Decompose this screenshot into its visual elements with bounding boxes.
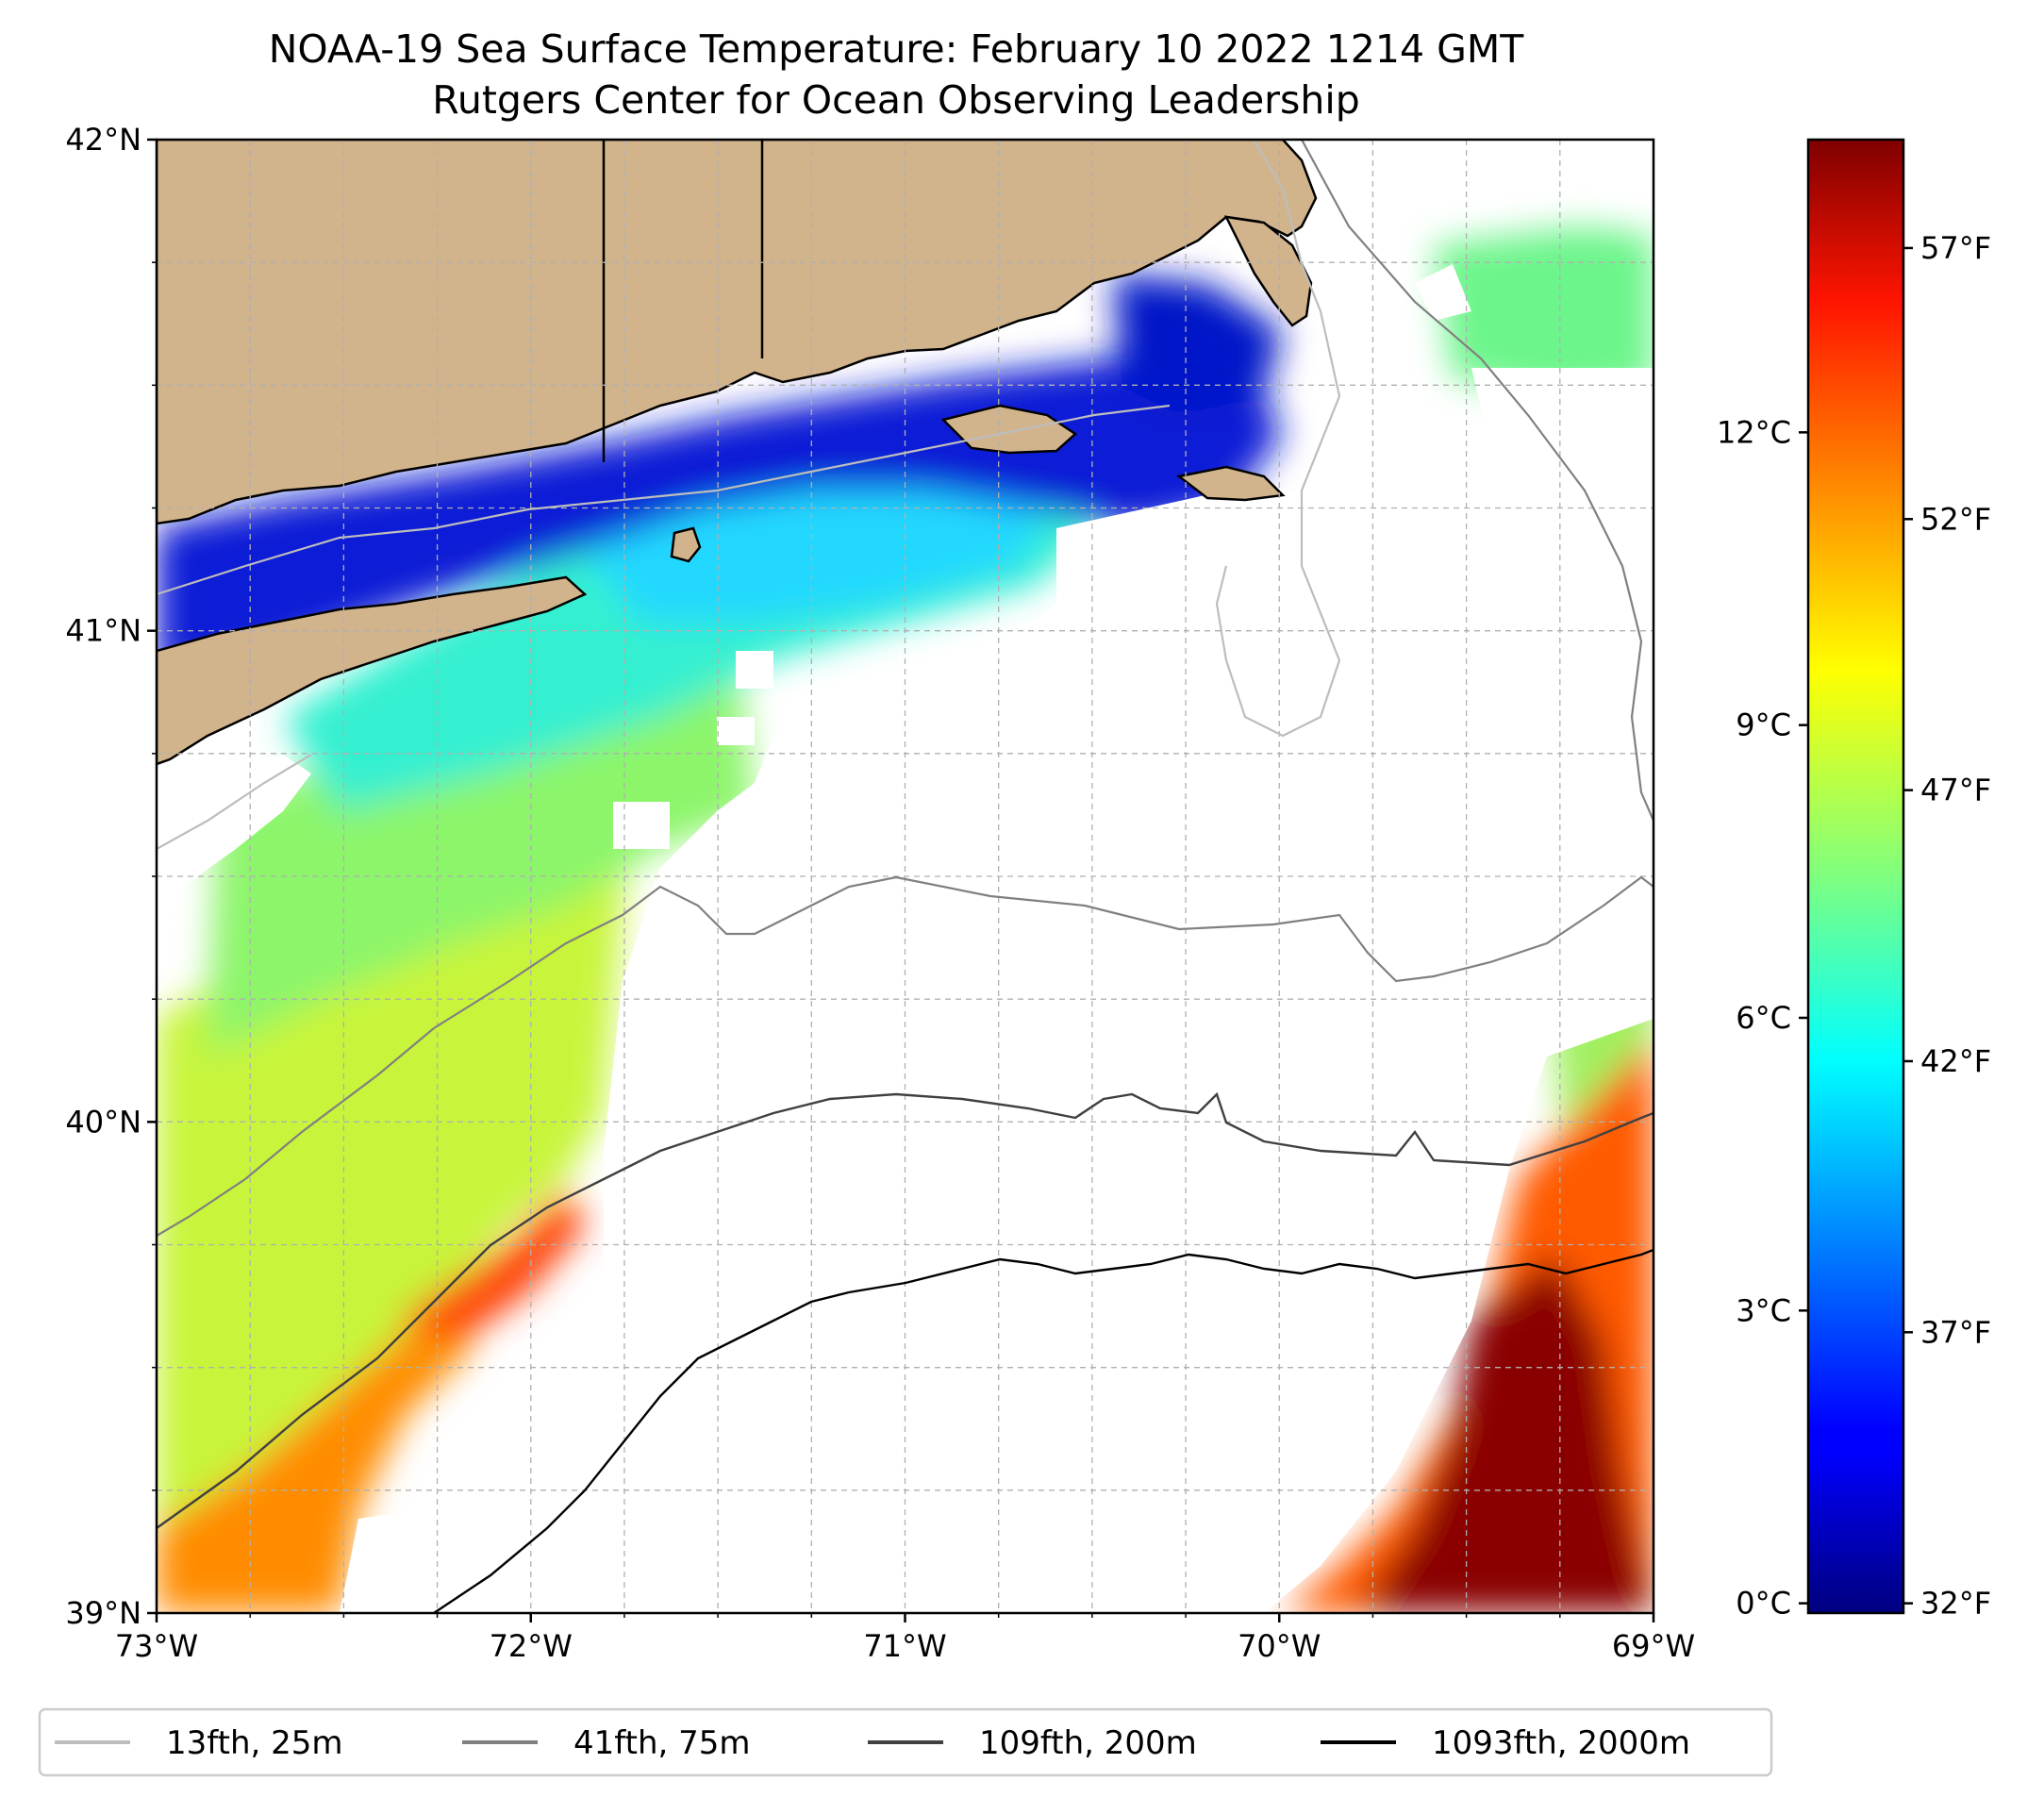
legend: 13fth, 25m 41fth, 75m 109fth, 200m 1093fth,… (55, 1724, 1690, 1762)
celsius-tick-label: 6°C (1736, 1000, 1791, 1036)
lat-tick-label: 40°N (65, 1104, 141, 1140)
lon-tick-label: 72°W (490, 1628, 573, 1664)
lon-tick-label: 69°W (1612, 1628, 1695, 1664)
lat-tick-label: 42°N (65, 122, 141, 158)
isobath-75m (157, 140, 1653, 1237)
lat-tick-label: 41°N (65, 613, 141, 649)
colorbar-celsius-axis: 0°C 3°C 6°C 9°C 12°C (1717, 414, 1808, 1622)
state-borders (602, 140, 764, 462)
celsius-tick-label: 12°C (1717, 414, 1791, 450)
colorbar (1806, 138, 1905, 1615)
lat-tick-label: 39°N (65, 1595, 141, 1631)
cloud-mask (157, 141, 1653, 1613)
fahrenheit-tick-label: 37°F (1920, 1314, 1991, 1350)
isobath-200m (157, 1091, 1653, 1529)
fahrenheit-tick-label: 52°F (1920, 501, 1991, 537)
fahrenheit-tick-label: 32°F (1920, 1586, 1991, 1622)
colorbar-fahrenheit-axis: 32°F 37°F 42°F 47°F 52°F 57°F (1903, 230, 1991, 1622)
celsius-tick-label: 9°C (1736, 707, 1791, 743)
isobath-25m (157, 141, 1341, 850)
land (157, 140, 1318, 766)
lon-tick-label: 70°W (1238, 1628, 1321, 1664)
celsius-tick-label: 0°C (1736, 1586, 1791, 1622)
latitude-axis: 42°N 41°N 40°N 39°N (65, 122, 157, 1631)
isobaths (157, 140, 1653, 1613)
map-subtitle: Rutgers Center for Ocean Observing Leade… (432, 77, 1360, 123)
legend-label: 1093fth, 2000m (1432, 1724, 1690, 1762)
map-area (157, 140, 1653, 1613)
legend-label: 109fth, 200m (979, 1724, 1197, 1762)
celsius-tick-label: 3°C (1736, 1292, 1791, 1328)
longitude-axis: 73°W 72°W 71°W 70°W 69°W (115, 1613, 1695, 1664)
lon-tick-label: 71°W (863, 1628, 946, 1664)
map-title: NOAA-19 Sea Surface Temperature: Februar… (269, 26, 1525, 72)
sst-field (157, 226, 1653, 1613)
fahrenheit-tick-label: 47°F (1920, 773, 1991, 808)
gridlines (157, 140, 1653, 1613)
lon-tick-label: 73°W (115, 1628, 198, 1664)
isobath-2000m (433, 1248, 1653, 1613)
fahrenheit-tick-label: 57°F (1920, 230, 1991, 266)
legend-label: 41fth, 75m (573, 1724, 751, 1762)
fahrenheit-tick-label: 42°F (1920, 1043, 1991, 1079)
legend-label: 13fth, 25m (166, 1724, 343, 1762)
